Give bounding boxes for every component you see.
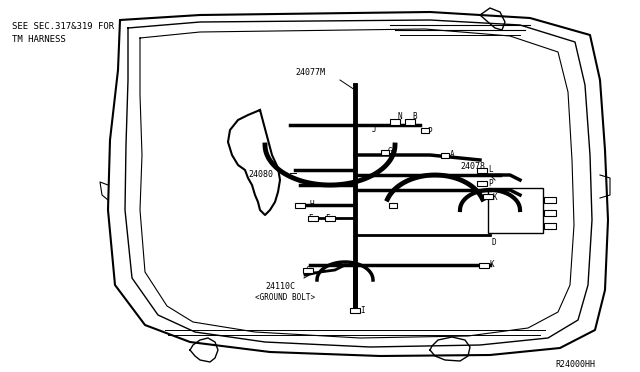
Bar <box>303 267 313 273</box>
Text: A: A <box>450 150 454 159</box>
Text: 24078: 24078 <box>460 162 485 171</box>
Bar <box>381 150 389 154</box>
Text: L: L <box>488 165 493 174</box>
Text: G: G <box>388 147 392 156</box>
Text: C: C <box>305 266 310 275</box>
Text: P: P <box>427 127 431 136</box>
Bar <box>390 119 400 125</box>
Bar <box>479 263 489 267</box>
Text: 24077M: 24077M <box>295 68 325 77</box>
Text: SEE SEC.317&319 FOR: SEE SEC.317&319 FOR <box>12 22 114 31</box>
Bar <box>421 128 429 132</box>
Text: <GROUND BOLT>: <GROUND BOLT> <box>255 293 315 302</box>
Text: J: J <box>372 125 376 134</box>
Text: TM HARNESS: TM HARNESS <box>12 35 66 44</box>
Text: D: D <box>492 238 497 247</box>
Bar <box>295 202 305 208</box>
Text: E: E <box>308 214 312 223</box>
Text: K: K <box>493 193 498 202</box>
Text: 24110C: 24110C <box>265 282 295 291</box>
Bar <box>544 210 556 216</box>
Bar <box>308 215 318 221</box>
Bar <box>389 202 397 208</box>
Bar <box>544 223 556 229</box>
Bar <box>350 308 360 312</box>
Text: 24080: 24080 <box>248 170 273 179</box>
Text: I: I <box>360 306 365 315</box>
Text: R24000HH: R24000HH <box>555 360 595 369</box>
Bar <box>441 153 449 157</box>
Text: K: K <box>490 260 495 269</box>
Text: B: B <box>412 112 417 121</box>
Bar <box>483 193 493 199</box>
Bar <box>544 197 556 203</box>
Text: P: P <box>488 179 493 188</box>
Text: H: H <box>309 200 314 209</box>
Bar <box>405 119 415 125</box>
Text: F: F <box>325 214 330 223</box>
Bar <box>325 215 335 221</box>
Bar <box>477 180 487 186</box>
Bar <box>477 167 487 173</box>
Text: N: N <box>398 112 403 121</box>
